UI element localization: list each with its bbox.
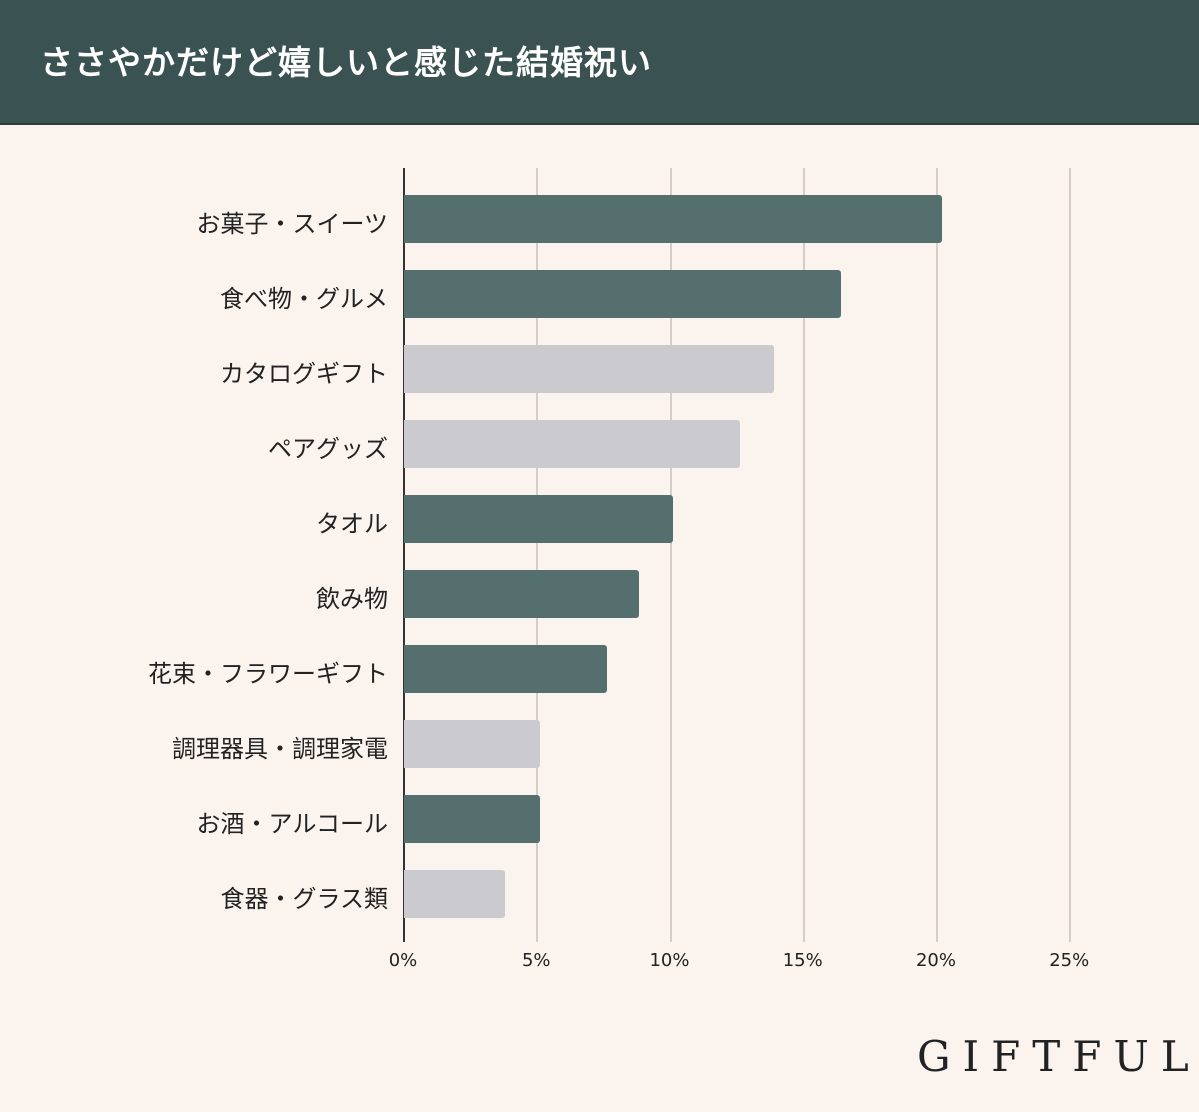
gridline xyxy=(1069,168,1072,942)
bar xyxy=(404,495,674,543)
category-label: お酒・アルコール xyxy=(196,810,388,838)
bar xyxy=(404,720,540,768)
bar xyxy=(404,420,740,468)
bar xyxy=(404,195,943,243)
gridline xyxy=(669,168,672,942)
category-label: 飲み物 xyxy=(316,585,388,613)
gridline xyxy=(936,168,938,942)
category-label: 食べ物・グルメ xyxy=(220,285,388,313)
bar xyxy=(404,345,775,393)
category-label: 食器・グラス類 xyxy=(220,885,388,913)
x-tick-label: 0% xyxy=(388,950,418,971)
giftful-logo: GIFTFUL xyxy=(917,1032,1199,1081)
bar xyxy=(404,795,540,843)
y-axis-line xyxy=(403,168,405,942)
x-tick-label: 20% xyxy=(915,950,956,971)
x-tick-label: 10% xyxy=(649,950,690,971)
x-tick-label: 5% xyxy=(521,950,551,971)
category-label: タオル xyxy=(316,510,388,538)
category-label: 花束・フラワーギフト xyxy=(148,660,388,688)
x-tick-label: 25% xyxy=(1049,950,1090,971)
bar xyxy=(404,645,607,693)
bar xyxy=(404,570,639,618)
chart-title: ささやかだけど嬉しいと感じた結婚祝い xyxy=(40,43,652,82)
x-tick-label: 15% xyxy=(782,950,823,971)
gridline xyxy=(536,168,539,942)
category-label: ペアグッズ xyxy=(268,435,388,463)
plot-area xyxy=(403,168,1103,942)
bar xyxy=(404,870,506,918)
header: ささやかだけど嬉しいと感じた結婚祝い xyxy=(0,0,1199,125)
category-label: カタログギフト xyxy=(220,360,388,388)
category-label: 調理器具・調理家電 xyxy=(172,735,388,763)
bar xyxy=(404,270,842,318)
gridline xyxy=(802,168,805,942)
category-label: お菓子・スイーツ xyxy=(196,210,388,238)
